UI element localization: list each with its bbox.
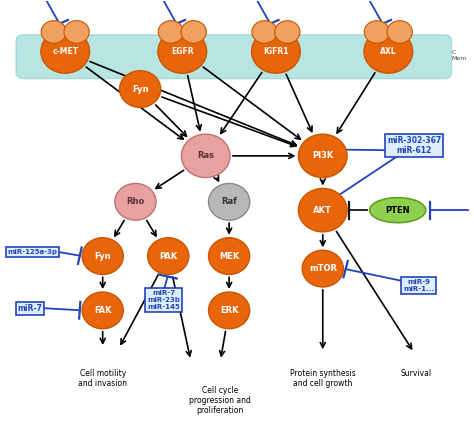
Circle shape <box>364 21 390 43</box>
Text: C
Mem: C Mem <box>452 50 467 61</box>
Circle shape <box>82 292 123 329</box>
Circle shape <box>302 250 343 287</box>
Circle shape <box>387 21 412 43</box>
Text: mTOR: mTOR <box>309 264 337 273</box>
Circle shape <box>252 30 301 73</box>
Circle shape <box>274 21 300 43</box>
Text: miR-7
miR-23b
miR-145: miR-7 miR-23b miR-145 <box>147 290 180 310</box>
Circle shape <box>41 21 66 43</box>
Circle shape <box>158 21 183 43</box>
Text: MEK: MEK <box>219 251 239 261</box>
Text: miR-7: miR-7 <box>18 304 43 313</box>
Circle shape <box>147 238 189 274</box>
Text: Cell motility
and invasion: Cell motility and invasion <box>78 369 127 388</box>
Circle shape <box>364 30 413 73</box>
Text: AXL: AXL <box>380 47 397 56</box>
Circle shape <box>64 21 89 43</box>
Text: Rho: Rho <box>127 197 145 206</box>
Circle shape <box>299 188 347 232</box>
FancyBboxPatch shape <box>16 35 452 78</box>
Text: IGFR1: IGFR1 <box>263 47 289 56</box>
Circle shape <box>209 184 250 220</box>
Circle shape <box>209 238 250 274</box>
Text: Survival: Survival <box>401 369 432 378</box>
Circle shape <box>252 21 277 43</box>
Text: Fyn: Fyn <box>94 251 111 261</box>
Circle shape <box>41 30 90 73</box>
Text: Raf: Raf <box>221 197 237 206</box>
Text: miR-9
miR-1...: miR-9 miR-1... <box>403 279 434 292</box>
Text: c-MET: c-MET <box>52 47 78 56</box>
Text: AKT: AKT <box>313 206 332 215</box>
Circle shape <box>115 184 156 220</box>
Text: PTEN: PTEN <box>385 206 410 215</box>
Circle shape <box>182 134 230 178</box>
Circle shape <box>209 292 250 329</box>
Text: ERK: ERK <box>220 306 238 315</box>
Text: Ras: Ras <box>197 151 214 160</box>
Text: PI3K: PI3K <box>312 151 333 160</box>
Circle shape <box>119 71 161 107</box>
Text: Fyn: Fyn <box>132 84 148 94</box>
Text: Protein synthesis
and cell growth: Protein synthesis and cell growth <box>290 369 356 388</box>
Text: miR-302-367
miR-612: miR-302-367 miR-612 <box>387 136 441 155</box>
Text: miR-125a-3p: miR-125a-3p <box>8 249 57 255</box>
Circle shape <box>181 21 206 43</box>
Text: FAK: FAK <box>94 306 111 315</box>
Text: EGFR: EGFR <box>171 47 193 56</box>
Ellipse shape <box>370 198 426 223</box>
Text: Cell cycle
progression and
proliferation: Cell cycle progression and proliferation <box>189 385 251 416</box>
Circle shape <box>82 238 123 274</box>
Circle shape <box>158 30 207 73</box>
Circle shape <box>299 134 347 178</box>
Text: PAK: PAK <box>159 251 177 261</box>
